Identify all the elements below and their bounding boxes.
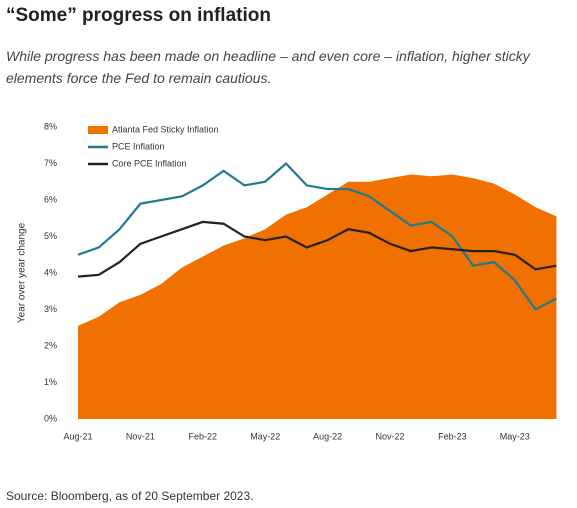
y-tick-label: 4%	[44, 267, 57, 277]
x-tick-label: Aug-21	[63, 431, 92, 441]
y-tick-label: 5%	[44, 231, 57, 241]
line	[77, 220, 557, 278]
chart-subtitle: While progress has been made on headline…	[6, 48, 530, 86]
legend-label: Core PCE Inflation	[112, 158, 187, 168]
x-tick-label: Nov-22	[375, 431, 404, 441]
chart: 0% 1% 2% 3% 4% 5% 6% 7% 8% Year over year change A…	[17, 121, 557, 441]
y-tick-label: 0%	[44, 413, 57, 423]
area	[78, 174, 557, 419]
x-tick-label: Aug-22	[313, 431, 342, 441]
line	[77, 161, 557, 311]
chart-title: “Some” progress on inflation	[6, 5, 271, 26]
y-tick-label: 3%	[44, 304, 57, 314]
y-tick-label: 6%	[44, 194, 57, 204]
x-tick-label: May-23	[500, 431, 530, 441]
legend-swatch	[88, 126, 108, 134]
x-tick-label: May-22	[250, 431, 280, 441]
legend-label: Atlanta Fed Sticky Inflation	[112, 124, 219, 134]
x-tick-label: Feb-22	[189, 431, 218, 441]
source-note: Source: Bloomberg, as of 20 September 20…	[6, 489, 254, 503]
x-tick-label: Nov-21	[126, 431, 155, 441]
y-tick-label: 8%	[44, 121, 57, 131]
y-tick-label: 7%	[44, 158, 57, 168]
y-axis-label: Year over year change	[17, 222, 28, 323]
legend-label: PCE Inflation	[112, 141, 165, 151]
x-tick-label: Feb-23	[438, 431, 467, 441]
y-tick-label: 1%	[44, 377, 57, 387]
y-tick-label: 2%	[44, 340, 57, 350]
